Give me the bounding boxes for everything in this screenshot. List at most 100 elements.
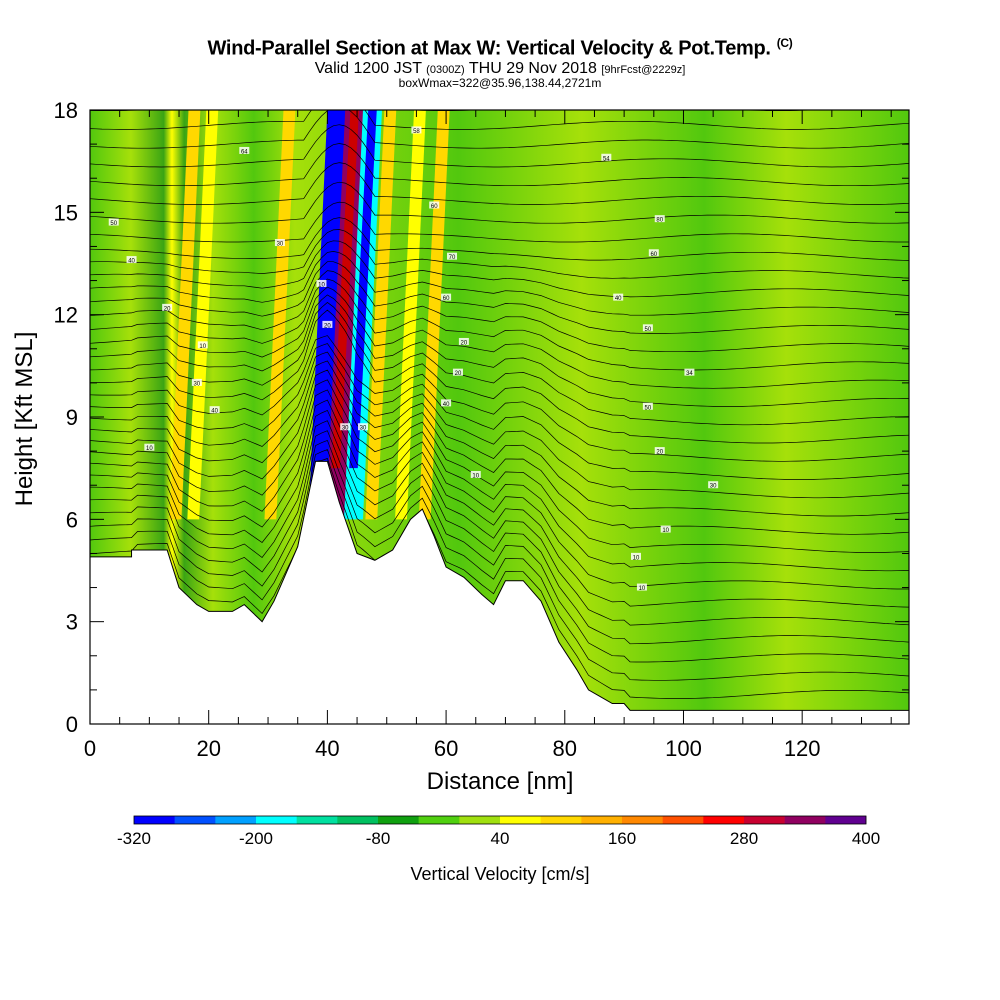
svg-text:10: 10 <box>472 473 479 479</box>
theta-label: 60 <box>648 249 659 258</box>
colorbar-swatch <box>418 816 460 824</box>
updraft-band <box>365 110 397 520</box>
colorbar-swatch <box>540 816 582 824</box>
svg-text:10: 10 <box>146 446 153 452</box>
y-tick-label: 6 <box>66 507 78 532</box>
updraft-band <box>169 110 201 520</box>
x-tick-label: 100 <box>665 736 702 761</box>
theta-label: 30 <box>274 239 285 248</box>
theta-label: 60 <box>441 293 452 302</box>
x-tick-label: 40 <box>315 736 339 761</box>
svg-text:20: 20 <box>164 306 171 312</box>
chart-subtitle: Valid 1200 JST (0300Z) THU 29 Nov 2018 [… <box>314 60 686 77</box>
theta-label: 10 <box>660 525 671 534</box>
theta-label: 40 <box>613 293 624 302</box>
colorbar-swatch <box>581 816 623 824</box>
terrain <box>89 460 910 725</box>
theta-contour <box>90 181 909 224</box>
svg-text:40: 40 <box>615 296 622 302</box>
colorbar-tick-label: 280 <box>730 829 758 848</box>
svg-text:30: 30 <box>193 381 200 387</box>
svg-text:60: 60 <box>431 204 438 210</box>
updraft-band <box>264 110 296 520</box>
colorbar-tick-label: -200 <box>239 829 273 848</box>
theta-label: 34 <box>684 368 695 377</box>
theta-contour <box>90 143 909 187</box>
theta-contour <box>90 110 909 149</box>
theta-label: 40 <box>126 256 137 265</box>
theta-contour <box>90 449 909 681</box>
svg-text:20: 20 <box>461 340 468 346</box>
theta-label: 20 <box>654 447 665 456</box>
svg-text:10: 10 <box>662 528 669 534</box>
theta-label: 80 <box>654 215 665 224</box>
colorbar-label: Vertical Velocity [cm/s] <box>410 864 590 884</box>
theta-contour <box>90 430 909 645</box>
colorbar-swatch <box>662 816 704 824</box>
theta-contour <box>90 458 909 699</box>
theta-label: 10 <box>316 279 327 288</box>
svg-text:30: 30 <box>710 484 717 490</box>
potential-temperature-contours <box>90 54 909 699</box>
svg-text:54: 54 <box>603 156 610 162</box>
theta-contour <box>90 389 909 572</box>
svg-text:30: 30 <box>360 426 367 432</box>
theta-contour <box>90 360 909 517</box>
theta-contour <box>90 110 818 112</box>
svg-text:20: 20 <box>455 371 462 377</box>
theta-contour <box>90 54 909 92</box>
colorbar-tick-label: 160 <box>608 829 636 848</box>
theta-label: 50 <box>108 218 119 227</box>
svg-text:60: 60 <box>443 296 450 302</box>
colorbar-tick-label: 40 <box>491 829 510 848</box>
theta-label: 40 <box>209 406 220 415</box>
svg-text:60: 60 <box>650 252 657 258</box>
updraft-core <box>331 110 359 469</box>
svg-text:20: 20 <box>324 323 331 329</box>
colorbar-swatch <box>337 816 379 824</box>
theta-label: 20 <box>162 303 173 312</box>
svg-text:10: 10 <box>639 586 646 592</box>
colorbar-swatch <box>703 816 745 824</box>
svg-text:10: 10 <box>318 282 325 288</box>
theta-contour <box>90 278 909 371</box>
downdraft-core <box>313 110 342 469</box>
theta-label: 10 <box>470 470 481 479</box>
theta-label: 30 <box>358 423 368 432</box>
x-tick-label: 0 <box>84 736 96 761</box>
svg-text:30: 30 <box>277 242 284 248</box>
svg-text:70: 70 <box>449 255 456 261</box>
theta-contour <box>90 379 909 553</box>
theta-contour <box>90 335 909 462</box>
svg-text:10: 10 <box>199 344 206 350</box>
colorbar-swatch <box>378 816 419 824</box>
theta-label: 58 <box>411 126 422 135</box>
updraft-band <box>395 110 426 520</box>
y-tick-label: 3 <box>66 610 78 635</box>
theta-contour <box>90 240 909 298</box>
theta-contour <box>90 309 909 444</box>
theta-label: 60 <box>429 201 440 210</box>
colorbar-swatch <box>825 816 867 824</box>
theta-contour <box>90 229 909 279</box>
theta-label: 20 <box>322 320 333 329</box>
colorbar-swatch <box>134 816 175 824</box>
theta-label: 30 <box>708 481 719 490</box>
svg-text:20: 20 <box>656 450 663 456</box>
colorbar-swatch <box>744 816 785 824</box>
x-tick-label: 20 <box>196 736 220 761</box>
svg-text:40: 40 <box>128 259 135 265</box>
colorbar-swatch <box>459 816 501 824</box>
box-info: boxWmax=322@35.96,138.44,2721m <box>398 76 602 90</box>
theta-contour <box>90 270 909 353</box>
colorbar-swatch <box>174 816 216 824</box>
theta-contour <box>90 217 909 261</box>
updraft-band <box>418 110 450 520</box>
theta-contour <box>90 409 909 608</box>
theta-label: 10 <box>197 341 208 350</box>
theta-label: 30 <box>191 378 202 387</box>
theta-contour <box>90 110 909 130</box>
colorbar-swatch <box>784 816 826 824</box>
theta-label: 20 <box>452 368 463 377</box>
